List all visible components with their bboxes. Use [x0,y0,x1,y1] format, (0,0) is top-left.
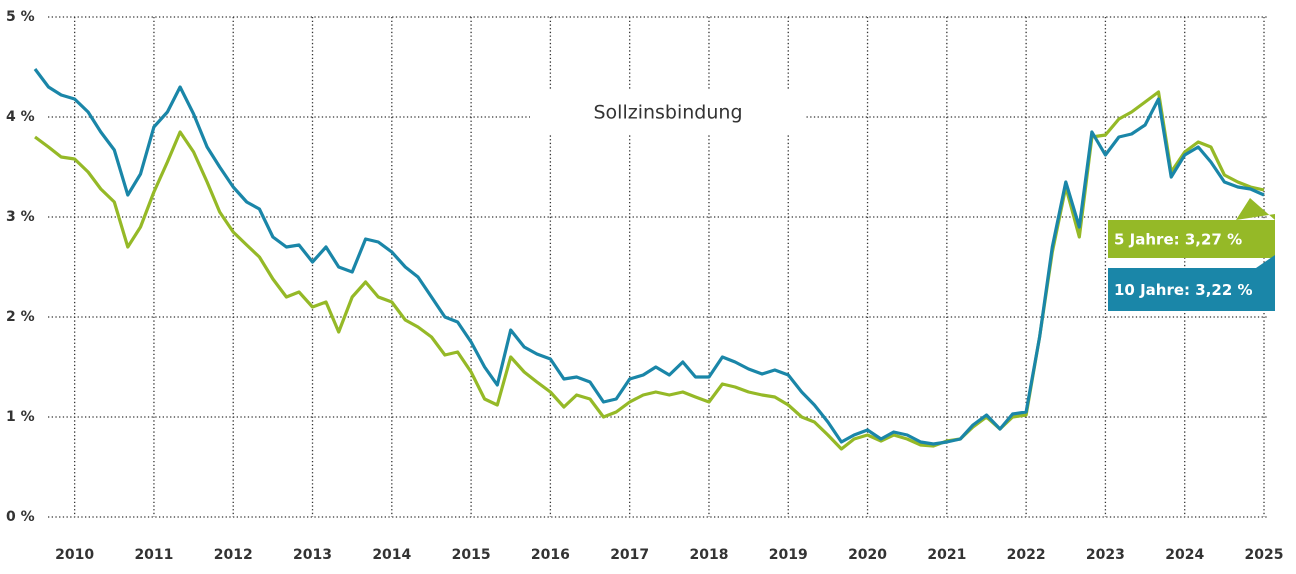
chart-title: Sollzinsbindung [593,102,742,124]
x-tick-label: 2019 [769,547,808,563]
y-tick-label: 0 % [6,509,35,525]
y-tick-label: 3 % [6,209,35,225]
x-tick-label: 2020 [848,547,887,563]
x-tick-label: 2024 [1165,547,1204,563]
series-line [33,68,1265,446]
x-tick-label: 2010 [55,547,94,563]
legend-label: 10 Jahre: 3,22 % [1114,281,1253,299]
x-tick-label: 2023 [1086,547,1125,563]
x-tick-label: 2012 [214,547,253,563]
title-box [530,91,806,135]
y-tick-label: 5 % [6,9,35,25]
y-tick-label: 4 % [6,109,35,125]
label-pointer [1236,198,1275,220]
y-tick-label: 1 % [6,409,35,425]
x-tick-label: 2013 [293,547,332,563]
x-tick-label: 2025 [1245,547,1284,563]
x-tick-label: 2011 [134,547,173,563]
x-tick-label: 2014 [372,547,411,563]
x-tick-label: 2021 [927,547,966,563]
x-tick-label: 2018 [689,547,728,563]
x-tick-label: 2016 [531,547,570,563]
x-tick-label: 2022 [1007,547,1046,563]
label-pointer [1256,255,1275,268]
series-line [34,90,1265,451]
y-tick-label: 2 % [6,309,35,325]
legend-label: 5 Jahre: 3,27 % [1114,231,1242,249]
x-tick-label: 2017 [610,547,649,563]
label-box [1108,220,1275,258]
x-tick-label: 2015 [452,547,491,563]
label-box [1108,268,1275,311]
